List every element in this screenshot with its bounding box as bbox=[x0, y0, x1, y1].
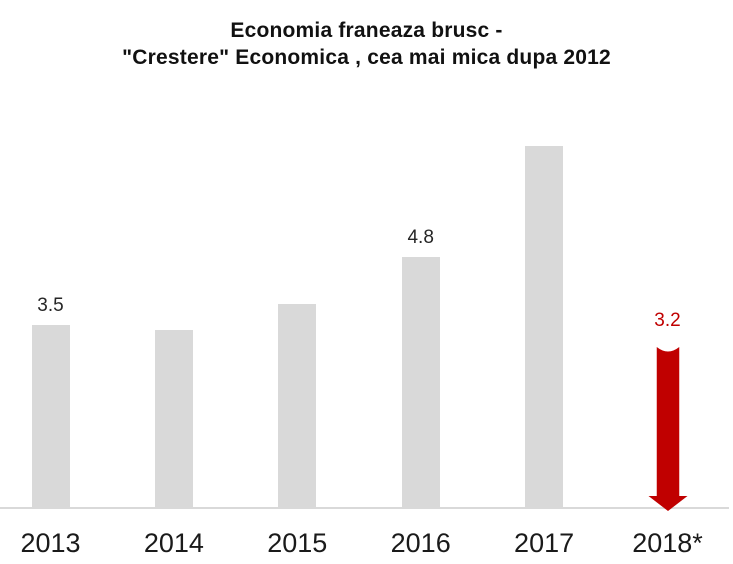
chart-title-line2: "Crestere" Economica , cea mai mica dupa… bbox=[122, 46, 611, 69]
x-axis-line bbox=[0, 507, 729, 509]
chart-title-line1: Economia franeaza brusc - bbox=[230, 19, 503, 42]
data-label-2013: 3.5 bbox=[37, 294, 64, 316]
down-arrow-icon bbox=[648, 347, 687, 511]
down-arrow-2018* bbox=[648, 343, 688, 511]
x-tick-2014: 2014 bbox=[143, 528, 204, 558]
bar-2017 bbox=[525, 146, 564, 508]
chart-title: Economia franeaza brusc - "Crestere" Eco… bbox=[0, 17, 733, 71]
data-label-2016: 4.8 bbox=[407, 226, 434, 248]
x-tick-2018*: 2018* bbox=[632, 528, 703, 558]
x-tick-2017: 2017 bbox=[514, 528, 575, 558]
bar-2014 bbox=[154, 329, 193, 508]
data-label-2018*: 3.2 bbox=[654, 310, 681, 332]
x-tick-2013: 2013 bbox=[20, 528, 81, 558]
bar-2013 bbox=[31, 324, 70, 508]
bar-2015 bbox=[278, 303, 317, 508]
bar-2016 bbox=[401, 256, 440, 508]
x-tick-2016: 2016 bbox=[390, 528, 451, 558]
x-tick-2015: 2015 bbox=[267, 528, 328, 558]
